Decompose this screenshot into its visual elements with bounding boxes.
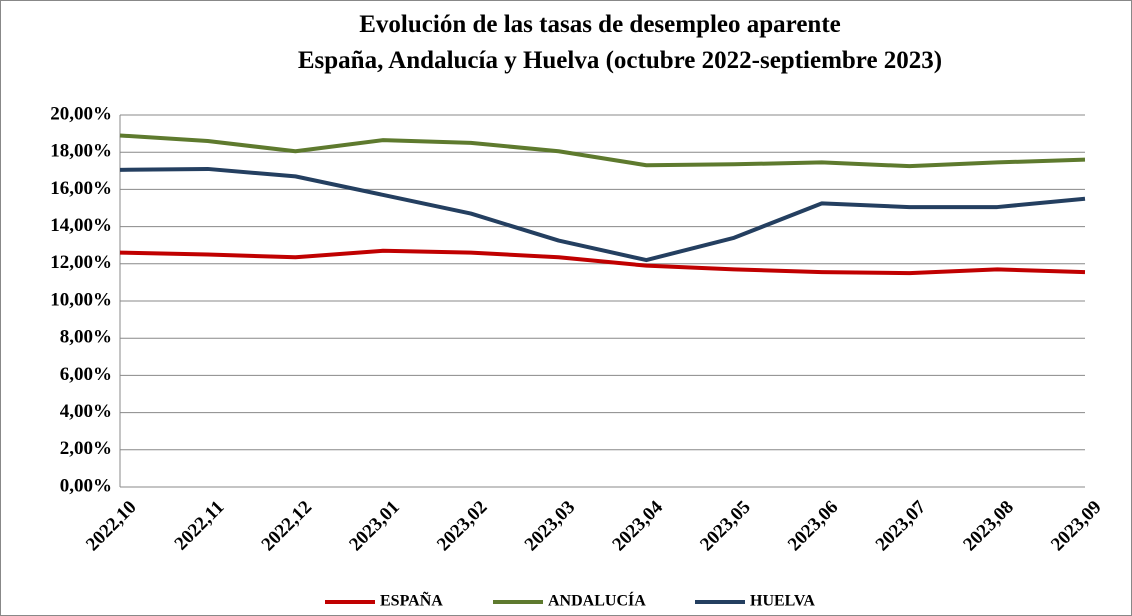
series-line [119,248,1086,276]
y-tick-label: 0,00% [60,475,112,496]
y-tick-label: 6,00% [60,364,112,385]
y-tick-label: 18,00% [50,141,112,162]
series-line [119,166,1086,263]
y-tick-label: 8,00% [60,327,112,348]
y-tick-label: 14,00% [50,215,112,236]
y-tick-label: 10,00% [50,289,112,310]
legend-label: ESPAÑA [380,591,443,610]
legend-label: ANDALUCÍA [548,591,646,610]
chart-title: Evolución de las tasas de desempleo apar… [359,11,841,38]
y-tick-label: 4,00% [60,401,112,422]
y-tick-label: 20,00% [50,103,112,124]
y-tick-label: 2,00% [60,438,112,459]
y-tick-label: 16,00% [50,178,112,199]
chart-subtitle: España, Andalucía y Huelva (octubre 2022… [298,47,942,74]
series-line [119,133,1086,169]
legend-label: HUELVA [750,593,815,610]
y-tick-label: 12,00% [50,252,112,273]
